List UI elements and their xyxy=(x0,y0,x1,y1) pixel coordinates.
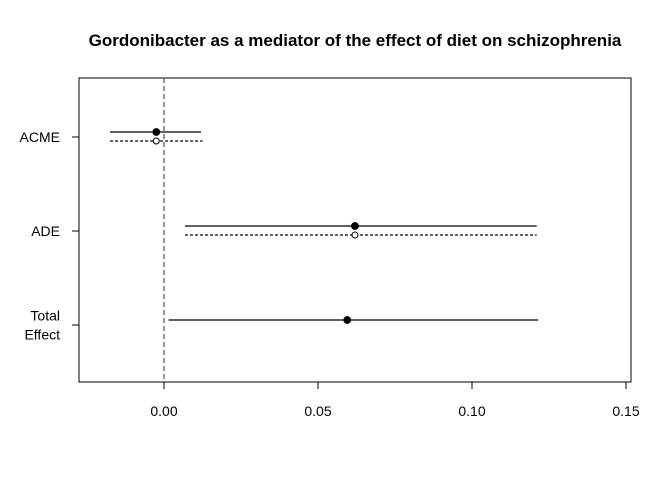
y-category-label: Effect xyxy=(24,327,60,343)
y-category-label: Total xyxy=(30,308,60,324)
chart-title: Gordonibacter as a mediator of the effec… xyxy=(89,31,622,50)
point-estimate xyxy=(152,137,160,145)
point-estimate xyxy=(351,222,359,230)
interval-marks xyxy=(110,128,539,324)
x-axis: 0.00 0.05 0.10 0.15 xyxy=(150,381,640,419)
x-tick-label: 0.15 xyxy=(612,403,639,419)
point-estimate xyxy=(343,316,352,324)
plot-frame xyxy=(78,77,632,383)
point-estimate xyxy=(152,128,161,136)
y-category-label: ACME xyxy=(20,129,60,145)
x-tick-label: 0.10 xyxy=(458,403,485,419)
y-category-label: ADE xyxy=(31,223,60,239)
x-tick-label: 0.05 xyxy=(304,403,331,419)
point-estimate xyxy=(351,231,359,239)
x-tick-label: 0.00 xyxy=(150,403,177,419)
y-axis: ACME ADE Total Effect xyxy=(20,129,79,343)
